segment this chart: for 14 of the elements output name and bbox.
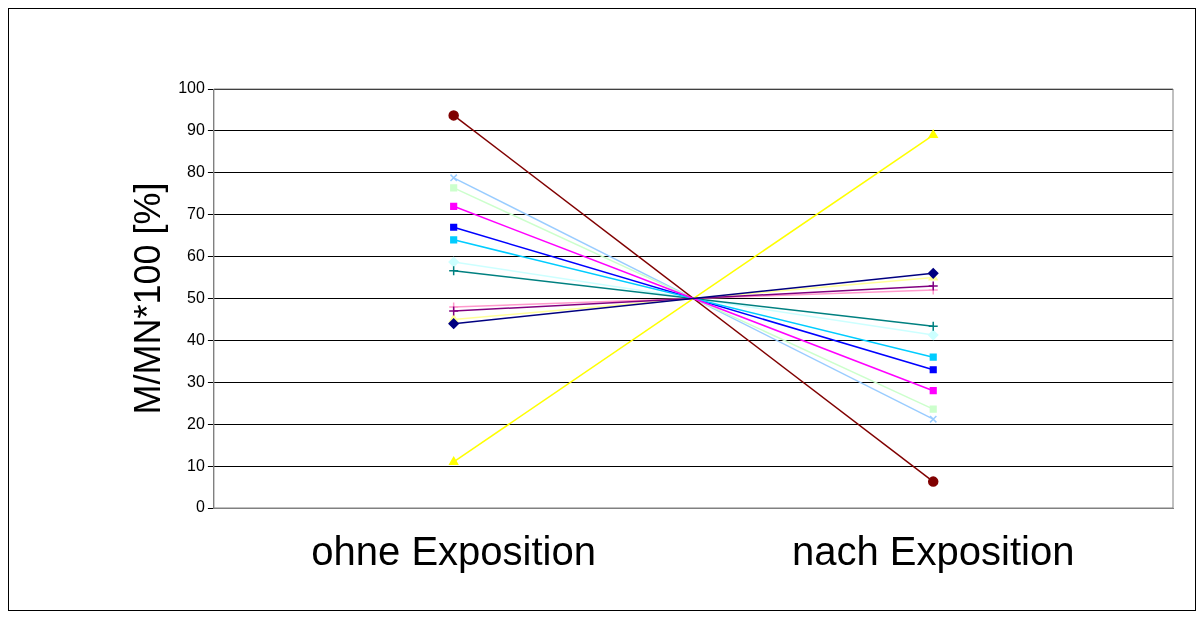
x-tick-label: ohne Exposition (311, 529, 596, 574)
y-tick-label: 50 (187, 288, 205, 306)
y-tick-label: 90 (187, 121, 205, 139)
y-axis-title: M/MN*100 [%] (126, 182, 168, 415)
y-tick-label: 30 (187, 372, 205, 390)
y-tick-label: 20 (187, 414, 205, 432)
y-tick-label: 40 (187, 330, 205, 348)
y-tick-label: 100 (178, 79, 205, 97)
y-tick-label: 70 (187, 205, 205, 223)
y-tick-label: 10 (187, 456, 205, 474)
y-tick-label: 0 (195, 498, 205, 516)
y-tick-label: 80 (187, 163, 205, 181)
x-tick-label: nach Exposition (792, 529, 1075, 574)
y-tick-label: 60 (187, 247, 205, 265)
